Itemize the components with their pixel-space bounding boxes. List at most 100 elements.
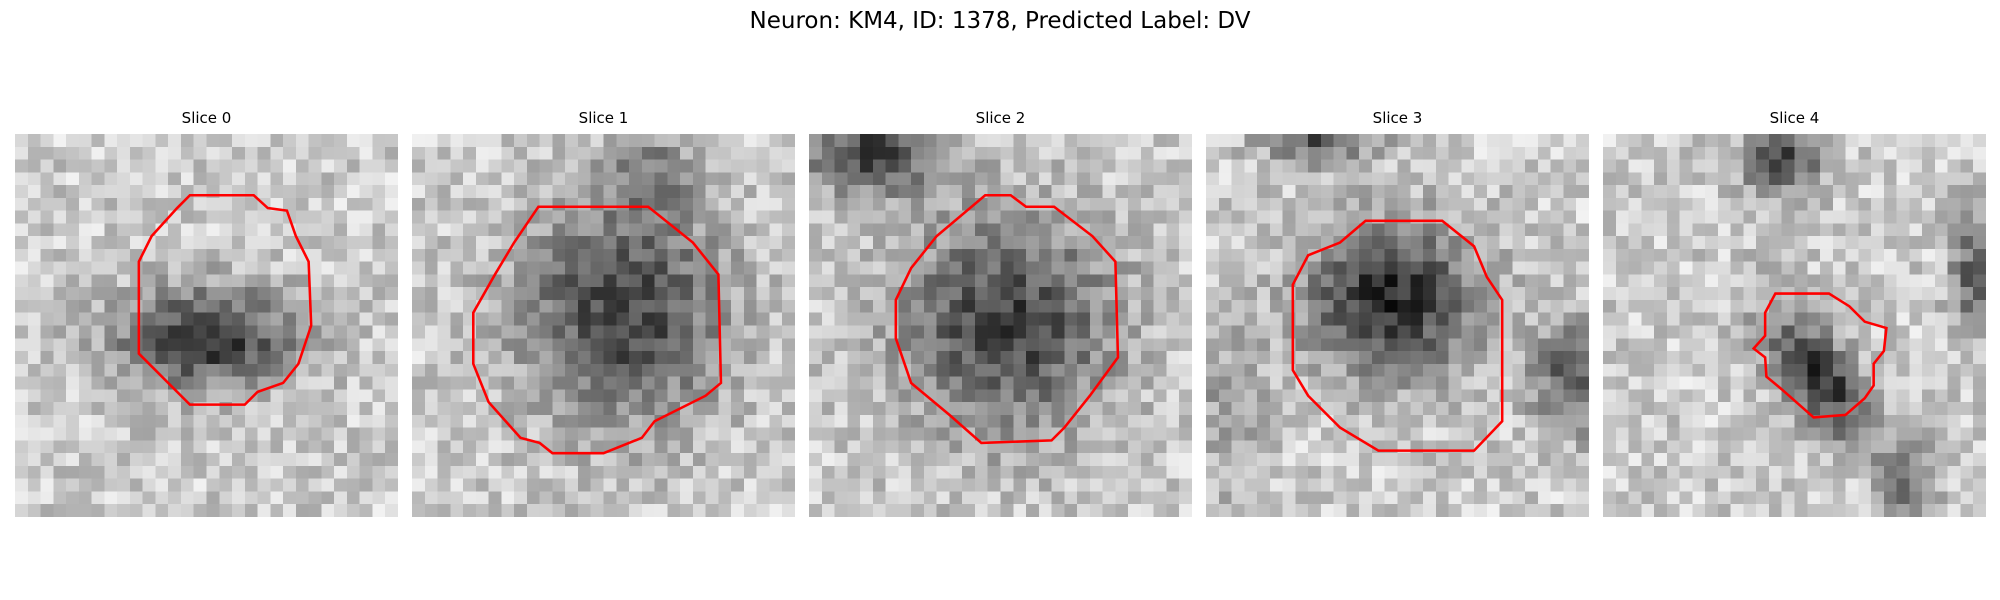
pixel <box>1730 389 1744 403</box>
pixel <box>295 134 309 147</box>
pixel <box>1359 185 1372 198</box>
pixel <box>193 287 207 300</box>
pixel <box>680 351 693 364</box>
pixel <box>1756 465 1769 479</box>
pixel <box>53 376 67 390</box>
pixel <box>936 197 950 211</box>
pixel <box>1346 402 1360 415</box>
pixel <box>372 299 386 313</box>
pixel <box>1909 465 1923 479</box>
pixel <box>1166 427 1180 441</box>
pixel <box>15 338 28 352</box>
pixel <box>552 363 566 377</box>
pixel <box>1371 414 1385 428</box>
pixel <box>1794 453 1808 466</box>
pixel <box>1282 146 1296 160</box>
pixel <box>1206 325 1219 339</box>
pixel <box>1089 453 1103 466</box>
pixel <box>821 351 835 364</box>
pixel <box>1218 427 1232 441</box>
pixel <box>168 389 181 403</box>
pixel <box>1934 440 1948 454</box>
pixel <box>1550 236 1564 249</box>
pixel <box>1705 146 1718 160</box>
pixel <box>412 197 425 211</box>
pixel <box>1641 210 1655 224</box>
pixel <box>488 223 502 237</box>
pixel <box>1499 274 1513 288</box>
pixel <box>295 210 309 224</box>
pixel <box>1871 197 1884 211</box>
pixel <box>718 402 732 415</box>
pixel <box>1654 312 1667 326</box>
pixel <box>898 453 912 466</box>
pixel <box>1858 414 1872 428</box>
pixel <box>1435 376 1449 390</box>
pixel <box>1666 325 1680 339</box>
pixel <box>1820 351 1833 364</box>
pixel <box>667 440 681 454</box>
pixel <box>27 287 41 300</box>
pixel <box>232 299 245 313</box>
pixel <box>424 504 438 517</box>
pixel <box>1922 185 1935 198</box>
pixel <box>66 504 79 517</box>
pixel <box>117 197 130 211</box>
pixel <box>1128 287 1141 300</box>
pixel <box>1641 134 1655 147</box>
pixel <box>1781 274 1795 288</box>
pixel <box>1883 197 1897 211</box>
pixel <box>412 261 425 275</box>
pixel <box>206 287 220 300</box>
pixel <box>1244 159 1258 173</box>
pixel <box>1295 287 1309 300</box>
pixel <box>629 325 642 339</box>
pixel <box>193 159 207 173</box>
pixel <box>1448 274 1462 288</box>
pixel <box>1333 159 1347 173</box>
pixel <box>667 236 681 249</box>
pixel <box>270 440 284 454</box>
pixel <box>1371 363 1385 377</box>
pixel <box>1320 248 1334 262</box>
pixel <box>1295 299 1309 313</box>
pixel <box>346 159 360 173</box>
pixel <box>385 223 398 237</box>
pixel <box>129 376 143 390</box>
pixel <box>1218 325 1232 339</box>
pixel <box>385 351 398 364</box>
pixel <box>692 248 706 262</box>
pixel <box>91 287 105 300</box>
pixel <box>1603 223 1616 237</box>
pixel <box>756 504 770 517</box>
pixel <box>705 134 719 147</box>
pixel <box>1973 299 1986 313</box>
pixel <box>424 414 438 428</box>
pixel <box>450 478 464 492</box>
pixel <box>974 414 988 428</box>
pixel <box>257 210 271 224</box>
pixel <box>244 363 258 377</box>
pixel <box>1320 159 1334 173</box>
pixel <box>385 172 398 186</box>
pixel <box>1179 312 1192 326</box>
pixel <box>629 197 642 211</box>
pixel <box>821 325 835 339</box>
pixel <box>488 465 502 479</box>
pixel <box>372 440 386 454</box>
pixel <box>53 402 67 415</box>
pixel <box>270 185 284 198</box>
pixel <box>641 504 655 517</box>
pixel <box>15 287 28 300</box>
pixel <box>1768 172 1782 186</box>
pixel <box>809 376 822 390</box>
pixel <box>1244 363 1258 377</box>
pixel <box>1807 185 1821 198</box>
pixel <box>346 134 360 147</box>
pixel <box>667 402 681 415</box>
pixel <box>552 261 566 275</box>
pixel <box>1654 453 1667 466</box>
pixel <box>1563 274 1577 288</box>
pixel <box>1576 376 1589 390</box>
pixel <box>206 376 220 390</box>
